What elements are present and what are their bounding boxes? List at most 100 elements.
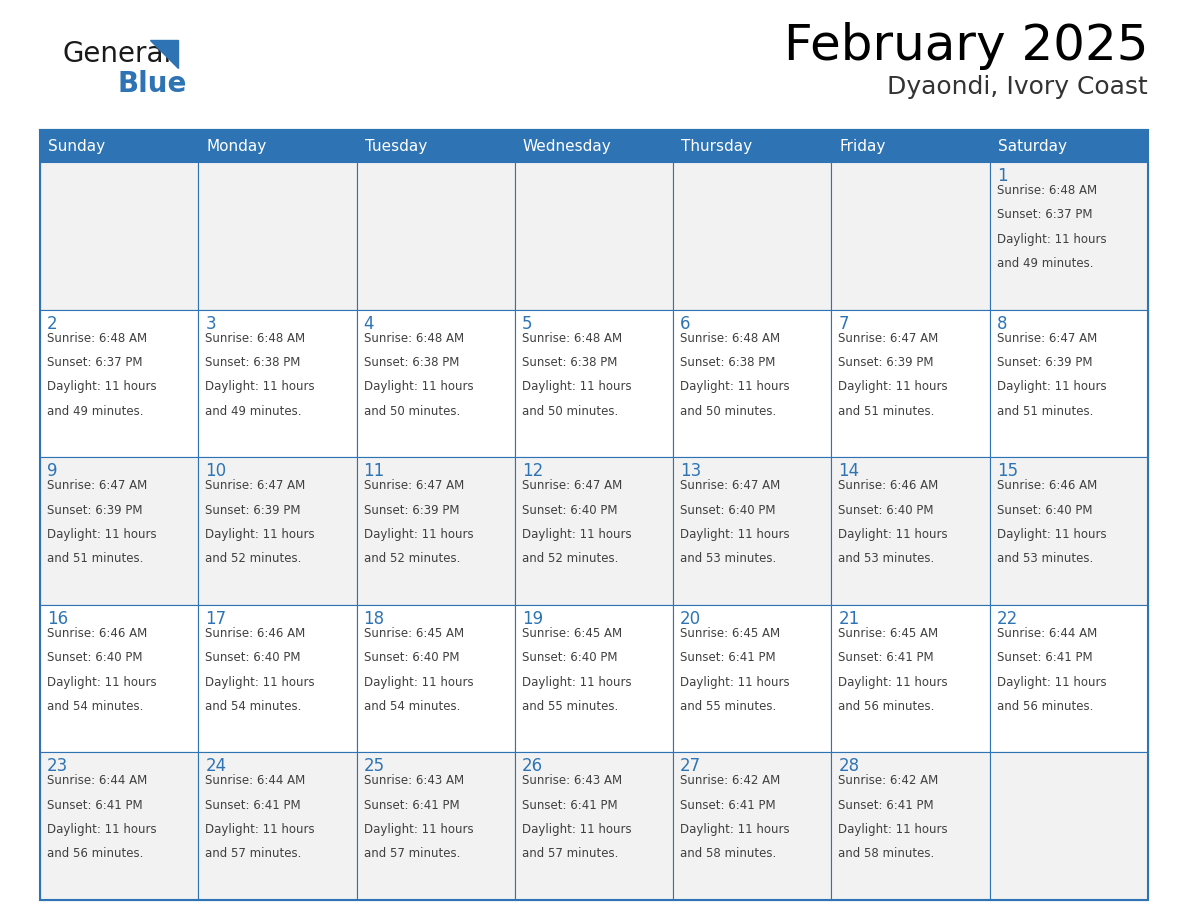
Text: Sunset: 6:41 PM: Sunset: 6:41 PM <box>681 799 776 812</box>
Text: Sunrise: 6:47 AM: Sunrise: 6:47 AM <box>997 331 1097 344</box>
Text: 26: 26 <box>522 757 543 776</box>
Text: 19: 19 <box>522 610 543 628</box>
Bar <box>674 162 832 309</box>
Bar <box>514 605 674 753</box>
Text: and 58 minutes.: and 58 minutes. <box>839 847 935 860</box>
Text: and 55 minutes.: and 55 minutes. <box>681 700 777 713</box>
Text: Sunset: 6:40 PM: Sunset: 6:40 PM <box>206 651 301 664</box>
Text: 23: 23 <box>48 757 68 776</box>
Text: 16: 16 <box>48 610 68 628</box>
Text: and 51 minutes.: and 51 minutes. <box>48 553 144 565</box>
Text: 20: 20 <box>681 610 701 628</box>
Text: and 57 minutes.: and 57 minutes. <box>206 847 302 860</box>
Text: and 49 minutes.: and 49 minutes. <box>997 257 1093 270</box>
Text: and 54 minutes.: and 54 minutes. <box>48 700 144 713</box>
Text: Sunrise: 6:48 AM: Sunrise: 6:48 AM <box>997 184 1097 197</box>
Text: Daylight: 11 hours: Daylight: 11 hours <box>997 380 1106 393</box>
Text: Sunrise: 6:46 AM: Sunrise: 6:46 AM <box>48 627 147 640</box>
Bar <box>832 753 990 900</box>
Text: 22: 22 <box>997 610 1018 628</box>
Bar <box>40 753 198 900</box>
Text: and 51 minutes.: and 51 minutes. <box>997 405 1093 418</box>
Text: Sunrise: 6:48 AM: Sunrise: 6:48 AM <box>522 331 623 344</box>
Bar <box>674 753 832 900</box>
Bar <box>990 309 1148 457</box>
Text: and 49 minutes.: and 49 minutes. <box>206 405 302 418</box>
Text: Daylight: 11 hours: Daylight: 11 hours <box>48 380 157 393</box>
Text: and 57 minutes.: and 57 minutes. <box>522 847 618 860</box>
Bar <box>514 753 674 900</box>
Text: Dyaondi, Ivory Coast: Dyaondi, Ivory Coast <box>887 75 1148 99</box>
Text: and 50 minutes.: and 50 minutes. <box>364 405 460 418</box>
Text: 11: 11 <box>364 462 385 480</box>
Text: Sunrise: 6:45 AM: Sunrise: 6:45 AM <box>839 627 939 640</box>
Text: Daylight: 11 hours: Daylight: 11 hours <box>839 380 948 393</box>
Text: Sunset: 6:40 PM: Sunset: 6:40 PM <box>522 504 618 517</box>
Bar <box>198 162 356 309</box>
Text: 7: 7 <box>839 315 849 332</box>
Text: and 51 minutes.: and 51 minutes. <box>839 405 935 418</box>
Text: Daylight: 11 hours: Daylight: 11 hours <box>364 380 473 393</box>
Text: Sunset: 6:40 PM: Sunset: 6:40 PM <box>522 651 618 664</box>
Bar <box>832 605 990 753</box>
Text: Daylight: 11 hours: Daylight: 11 hours <box>48 528 157 541</box>
Text: 28: 28 <box>839 757 860 776</box>
Bar <box>990 605 1148 753</box>
Bar <box>198 753 356 900</box>
Text: 15: 15 <box>997 462 1018 480</box>
Bar <box>990 457 1148 605</box>
Text: Sunset: 6:38 PM: Sunset: 6:38 PM <box>364 356 459 369</box>
Polygon shape <box>150 40 178 68</box>
Text: Sunday: Sunday <box>48 139 105 153</box>
Text: Sunrise: 6:42 AM: Sunrise: 6:42 AM <box>839 775 939 788</box>
Text: 2: 2 <box>48 315 58 332</box>
Text: Daylight: 11 hours: Daylight: 11 hours <box>681 676 790 688</box>
Text: and 50 minutes.: and 50 minutes. <box>522 405 618 418</box>
Text: Daylight: 11 hours: Daylight: 11 hours <box>681 380 790 393</box>
Text: Sunset: 6:39 PM: Sunset: 6:39 PM <box>48 504 143 517</box>
Text: Sunset: 6:38 PM: Sunset: 6:38 PM <box>681 356 776 369</box>
Bar <box>40 130 198 162</box>
Text: Sunrise: 6:43 AM: Sunrise: 6:43 AM <box>364 775 463 788</box>
Text: Sunset: 6:39 PM: Sunset: 6:39 PM <box>206 504 301 517</box>
Bar <box>40 309 198 457</box>
Text: Sunset: 6:38 PM: Sunset: 6:38 PM <box>522 356 618 369</box>
Text: and 58 minutes.: and 58 minutes. <box>681 847 777 860</box>
Text: Friday: Friday <box>840 139 886 153</box>
Text: Sunrise: 6:48 AM: Sunrise: 6:48 AM <box>364 331 463 344</box>
Text: and 52 minutes.: and 52 minutes. <box>364 553 460 565</box>
Text: 17: 17 <box>206 610 227 628</box>
Text: 25: 25 <box>364 757 385 776</box>
Text: Sunset: 6:41 PM: Sunset: 6:41 PM <box>364 799 460 812</box>
Text: 10: 10 <box>206 462 227 480</box>
Text: Daylight: 11 hours: Daylight: 11 hours <box>997 528 1106 541</box>
Bar <box>356 130 514 162</box>
Text: Sunset: 6:39 PM: Sunset: 6:39 PM <box>997 356 1092 369</box>
Text: Daylight: 11 hours: Daylight: 11 hours <box>206 528 315 541</box>
Text: Daylight: 11 hours: Daylight: 11 hours <box>522 380 632 393</box>
Text: Sunset: 6:40 PM: Sunset: 6:40 PM <box>997 504 1092 517</box>
Text: Sunrise: 6:42 AM: Sunrise: 6:42 AM <box>681 775 781 788</box>
Text: and 55 minutes.: and 55 minutes. <box>522 700 618 713</box>
Bar <box>674 309 832 457</box>
Text: Sunrise: 6:47 AM: Sunrise: 6:47 AM <box>522 479 623 492</box>
Text: Sunrise: 6:48 AM: Sunrise: 6:48 AM <box>48 331 147 344</box>
Text: and 50 minutes.: and 50 minutes. <box>681 405 777 418</box>
Bar <box>832 162 990 309</box>
Text: Sunset: 6:41 PM: Sunset: 6:41 PM <box>206 799 301 812</box>
Text: Daylight: 11 hours: Daylight: 11 hours <box>48 676 157 688</box>
Bar <box>674 605 832 753</box>
Text: Daylight: 11 hours: Daylight: 11 hours <box>364 528 473 541</box>
Text: and 56 minutes.: and 56 minutes. <box>839 700 935 713</box>
Text: Sunset: 6:40 PM: Sunset: 6:40 PM <box>681 504 776 517</box>
Text: 24: 24 <box>206 757 227 776</box>
Text: Blue: Blue <box>116 70 187 98</box>
Bar <box>40 130 1148 900</box>
Bar <box>198 605 356 753</box>
Text: General: General <box>62 40 171 68</box>
Text: Sunset: 6:38 PM: Sunset: 6:38 PM <box>206 356 301 369</box>
Text: and 56 minutes.: and 56 minutes. <box>48 847 144 860</box>
Bar <box>356 753 514 900</box>
Bar <box>514 309 674 457</box>
Text: 5: 5 <box>522 315 532 332</box>
